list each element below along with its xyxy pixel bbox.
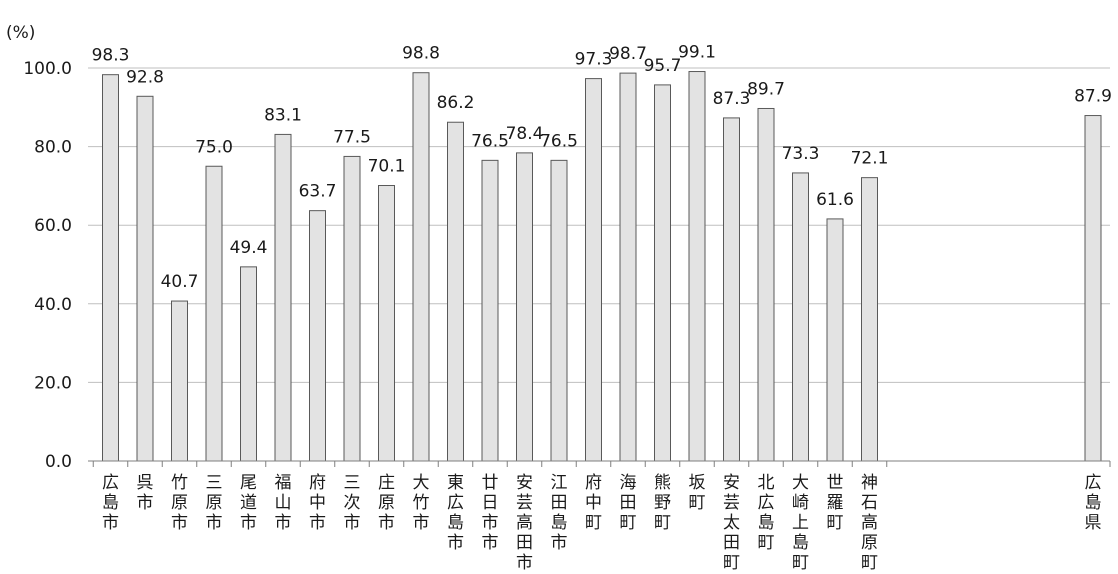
bar — [481, 159, 499, 462]
category-label: 熊野町 — [654, 473, 671, 533]
data-label: 75.0 — [195, 137, 233, 157]
category-label: 世羅町 — [827, 473, 844, 533]
category-label: 広島市 — [102, 473, 119, 533]
data-label: 83.1 — [264, 105, 302, 125]
bar — [171, 300, 188, 462]
bar — [343, 155, 361, 462]
data-label: 99.1 — [678, 43, 716, 63]
category-label: 神石高原町 — [861, 473, 878, 573]
bar — [585, 78, 602, 462]
bar — [688, 71, 706, 462]
bar — [516, 152, 533, 462]
x-axis — [88, 460, 1111, 467]
category-label: 廿日市市 — [482, 473, 499, 553]
category-label: 海田町 — [620, 473, 637, 533]
bar — [723, 117, 740, 462]
bar — [826, 218, 844, 462]
y-axis-ticks: 0.0 20.0 40.0 60.0 80.0 100.0 — [23, 59, 72, 472]
data-label: 76.5 — [540, 131, 578, 151]
bar — [205, 165, 223, 462]
data-label: 92.8 — [126, 67, 164, 87]
category-label: 竹原市 — [171, 473, 188, 533]
bar — [1084, 115, 1102, 462]
y-tick-label: 60.0 — [34, 216, 72, 236]
data-label: 95.7 — [644, 56, 682, 76]
category-label: 三原市 — [206, 473, 223, 533]
bar — [654, 84, 671, 462]
data-label: 61.6 — [816, 190, 854, 210]
bar — [861, 177, 878, 462]
data-label: 87.9 — [1074, 87, 1112, 107]
data-label: 63.7 — [299, 182, 337, 202]
bar — [274, 133, 292, 462]
data-label: 87.3 — [713, 89, 751, 109]
y-tick-label: 40.0 — [34, 295, 72, 315]
category-label: 庄原市 — [378, 473, 395, 533]
data-labels: 98.392.8 40.7 75.0 49.4 83.1 63.7 77.5 70.1 98.8… — [92, 43, 1112, 293]
category-label: 大崎上島町 — [792, 473, 809, 573]
category-label: 大竹市 — [413, 473, 430, 533]
category-label: 広島県 — [1085, 473, 1102, 533]
bar — [619, 72, 637, 462]
data-label: 98.3 — [92, 46, 130, 66]
category-label: 安芸太田町 — [723, 473, 740, 573]
bar — [240, 266, 257, 462]
category-label: 北広島町 — [758, 473, 775, 553]
bar — [102, 74, 119, 462]
bar — [792, 172, 809, 462]
data-label: 40.7 — [161, 272, 199, 292]
category-label: 安芸高田市 — [516, 473, 533, 573]
data-label: 98.8 — [402, 44, 440, 64]
category-label: 江田島市 — [551, 473, 568, 553]
category-label: 三次市 — [344, 473, 361, 533]
bar — [136, 95, 154, 462]
category-label: 東広島市 — [447, 473, 464, 553]
bar — [550, 159, 568, 462]
data-label: 97.3 — [575, 50, 613, 70]
category-label: 府中市 — [309, 473, 326, 533]
bars — [102, 71, 1102, 462]
category-label: 府中町 — [585, 473, 602, 533]
bar — [447, 121, 464, 462]
y-tick-label: 0.0 — [45, 452, 72, 472]
data-label: 86.2 — [437, 93, 475, 113]
data-label: 49.4 — [230, 238, 268, 258]
category-label: 呉市 — [137, 473, 154, 513]
data-label: 76.5 — [471, 131, 509, 151]
bar — [378, 185, 395, 462]
data-label: 78.4 — [506, 124, 544, 144]
data-label: 72.1 — [851, 149, 889, 169]
category-label: 尾道市 — [240, 473, 257, 533]
category-label: 福山市 — [275, 473, 292, 533]
bar — [757, 107, 775, 462]
data-label: 98.7 — [609, 44, 647, 64]
data-label: 73.3 — [782, 144, 820, 164]
bar — [412, 72, 430, 462]
bar — [309, 210, 326, 462]
data-label: 89.7 — [747, 79, 785, 99]
y-tick-label: 80.0 — [34, 138, 72, 158]
data-label: 70.1 — [368, 157, 406, 177]
y-tick-label: 20.0 — [34, 373, 72, 393]
y-tick-label: 100.0 — [23, 59, 72, 79]
y-axis-unit-label: (%) — [6, 23, 35, 43]
category-label: 坂町 — [689, 473, 706, 513]
data-label: 77.5 — [333, 127, 371, 147]
